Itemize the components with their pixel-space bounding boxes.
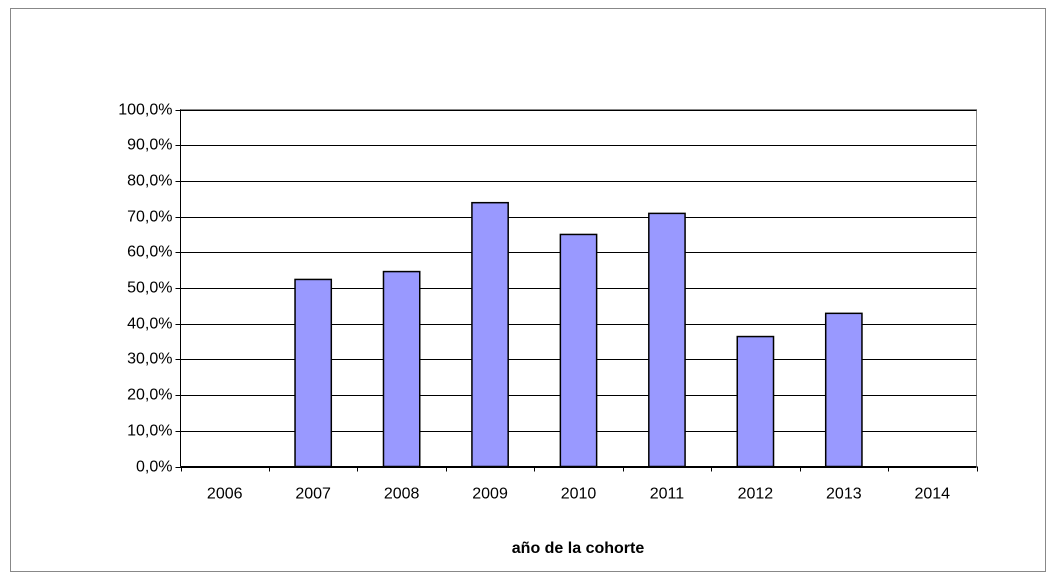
x-tick-label: 2011 — [650, 486, 685, 503]
y-tick-label: 60,0% — [127, 244, 172, 261]
x-tick-label: 2006 — [207, 486, 243, 503]
y-tick-label: 100,0% — [118, 102, 172, 119]
y-tick-label: 80,0% — [127, 173, 172, 190]
x-tick-label: 2013 — [826, 486, 862, 503]
y-tick-label: 20,0% — [127, 387, 172, 404]
bar — [294, 278, 333, 468]
x-tick-label: 2010 — [561, 486, 597, 503]
x-tick-label: 2014 — [914, 486, 950, 503]
x-tick-label: 2009 — [472, 486, 508, 503]
y-tick-label: 90,0% — [127, 137, 172, 154]
y-tick-label: 0,0% — [136, 459, 172, 476]
x-tick-label: 2008 — [384, 486, 420, 503]
y-tick-label: 70,0% — [127, 209, 172, 226]
y-tick-label: 50,0% — [127, 280, 172, 297]
x-axis-label: año de la cohorte — [512, 540, 645, 557]
x-tick-label: 2007 — [295, 486, 331, 503]
bar — [382, 270, 421, 468]
bar — [648, 212, 686, 468]
x-tick-label: 2012 — [738, 486, 774, 503]
y-tick-label: 10,0% — [127, 423, 172, 440]
y-tick-label: 40,0% — [127, 316, 172, 333]
y-tick-label: 30,0% — [127, 351, 172, 368]
bar — [736, 335, 775, 468]
bar — [471, 201, 509, 468]
bar — [824, 312, 863, 468]
bar — [559, 233, 598, 468]
